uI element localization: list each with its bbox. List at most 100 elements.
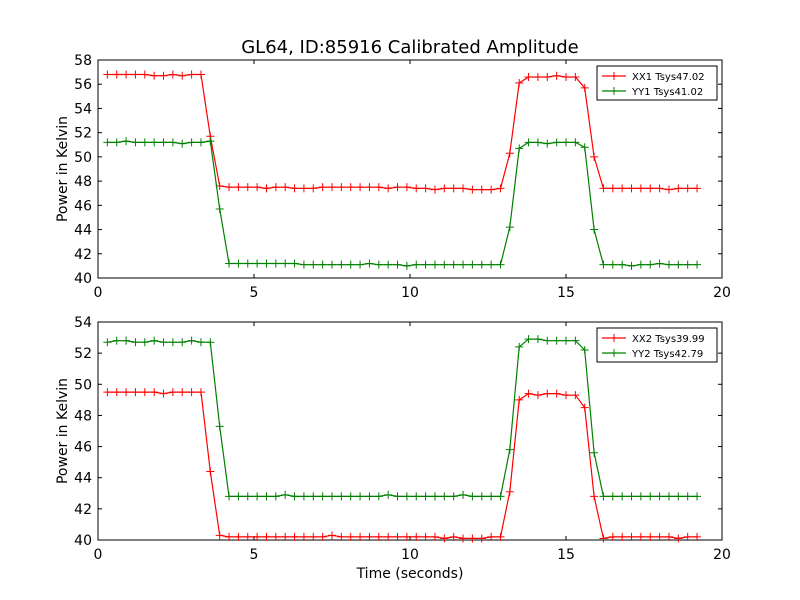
- data-point: [225, 259, 234, 268]
- data-point: [243, 183, 252, 192]
- data-point: [468, 260, 477, 269]
- data-point: [290, 259, 299, 268]
- data-point: [646, 184, 655, 193]
- data-point: [271, 492, 280, 501]
- data-point: [374, 532, 383, 541]
- data-point: [168, 70, 177, 79]
- data-point: [496, 184, 505, 193]
- data-point: [627, 492, 636, 501]
- data-point: [477, 534, 486, 543]
- data-point: [571, 336, 580, 345]
- data-point: [440, 492, 449, 501]
- data-point: [384, 260, 393, 269]
- data-point: [590, 492, 599, 501]
- data-point: [384, 184, 393, 193]
- data-point: [318, 492, 327, 501]
- data-point: [627, 184, 636, 193]
- data-point: [646, 532, 655, 541]
- data-point: [206, 467, 215, 476]
- data-point: [393, 260, 402, 269]
- data-point: [599, 534, 608, 543]
- x-tick-label: 0: [94, 285, 103, 301]
- series-line-2: [107, 140, 697, 267]
- data-point: [215, 204, 224, 213]
- data-point: [402, 183, 411, 192]
- data-point: [402, 492, 411, 501]
- data-point: [356, 532, 365, 541]
- data-point: [655, 492, 664, 501]
- data-point: [599, 184, 608, 193]
- data-point: [664, 492, 673, 501]
- data-point: [112, 336, 121, 345]
- data-point: [515, 342, 524, 351]
- data-point: [599, 260, 608, 269]
- data-point: [159, 338, 168, 347]
- data-point: [346, 532, 355, 541]
- data-point: [103, 388, 112, 397]
- data-point: [337, 532, 346, 541]
- y-tick-label: 44: [74, 471, 92, 487]
- data-point: [608, 184, 617, 193]
- data-point: [206, 137, 215, 146]
- data-point: [571, 72, 580, 81]
- data-point: [299, 492, 308, 501]
- data-point: [103, 338, 112, 347]
- data-point: [562, 138, 570, 147]
- data-point: [384, 490, 393, 499]
- data-point: [627, 261, 636, 270]
- data-point: [636, 492, 645, 501]
- data-point: [374, 260, 383, 269]
- data-point: [590, 225, 599, 234]
- data-point: [459, 534, 468, 543]
- data-point: [496, 492, 505, 501]
- y-tick-label: 50: [74, 377, 92, 393]
- y-tick-label: 42: [74, 247, 92, 263]
- legend-entry: XX2 Tsys39.99: [632, 334, 705, 345]
- x-tick-label: 0: [94, 547, 103, 563]
- data-point: [178, 388, 187, 397]
- data-point: [664, 260, 673, 269]
- data-point: [505, 445, 514, 454]
- legend-box: [596, 327, 718, 363]
- data-point: [664, 532, 673, 541]
- data-point: [159, 389, 168, 398]
- data-point: [168, 388, 177, 397]
- data-point: [384, 532, 393, 541]
- data-point: [150, 388, 159, 397]
- data-point: [412, 260, 421, 269]
- data-point: [562, 336, 570, 345]
- data-point: [281, 183, 290, 192]
- data-point: [618, 260, 627, 269]
- data-point: [468, 185, 477, 194]
- legend-marker: [610, 334, 618, 342]
- legend-entry: XX1 Tsys47.02: [632, 72, 705, 83]
- data-point: [168, 138, 177, 147]
- data-point: [655, 184, 664, 193]
- data-point: [234, 532, 243, 541]
- data-point: [318, 532, 327, 541]
- data-point: [187, 336, 196, 345]
- data-point: [524, 72, 533, 81]
- data-point: [309, 260, 318, 269]
- data-point: [636, 260, 645, 269]
- data-point: [103, 70, 112, 79]
- data-point: [225, 492, 234, 501]
- data-point: [674, 492, 683, 501]
- x-axis-label: Time (seconds): [356, 566, 464, 582]
- data-point: [356, 260, 365, 269]
- data-point: [150, 336, 159, 345]
- data-point: [196, 338, 205, 347]
- data-point: [552, 71, 561, 80]
- data-point: [449, 260, 458, 269]
- data-point: [299, 184, 308, 193]
- data-point: [150, 138, 159, 147]
- data-point: [393, 492, 402, 501]
- data-point: [290, 184, 299, 193]
- data-point: [477, 185, 486, 194]
- data-point: [328, 492, 336, 501]
- data-point: [608, 492, 617, 501]
- legend-box: [596, 65, 718, 101]
- data-point: [430, 492, 439, 501]
- data-point: [346, 260, 355, 269]
- data-point: [309, 492, 318, 501]
